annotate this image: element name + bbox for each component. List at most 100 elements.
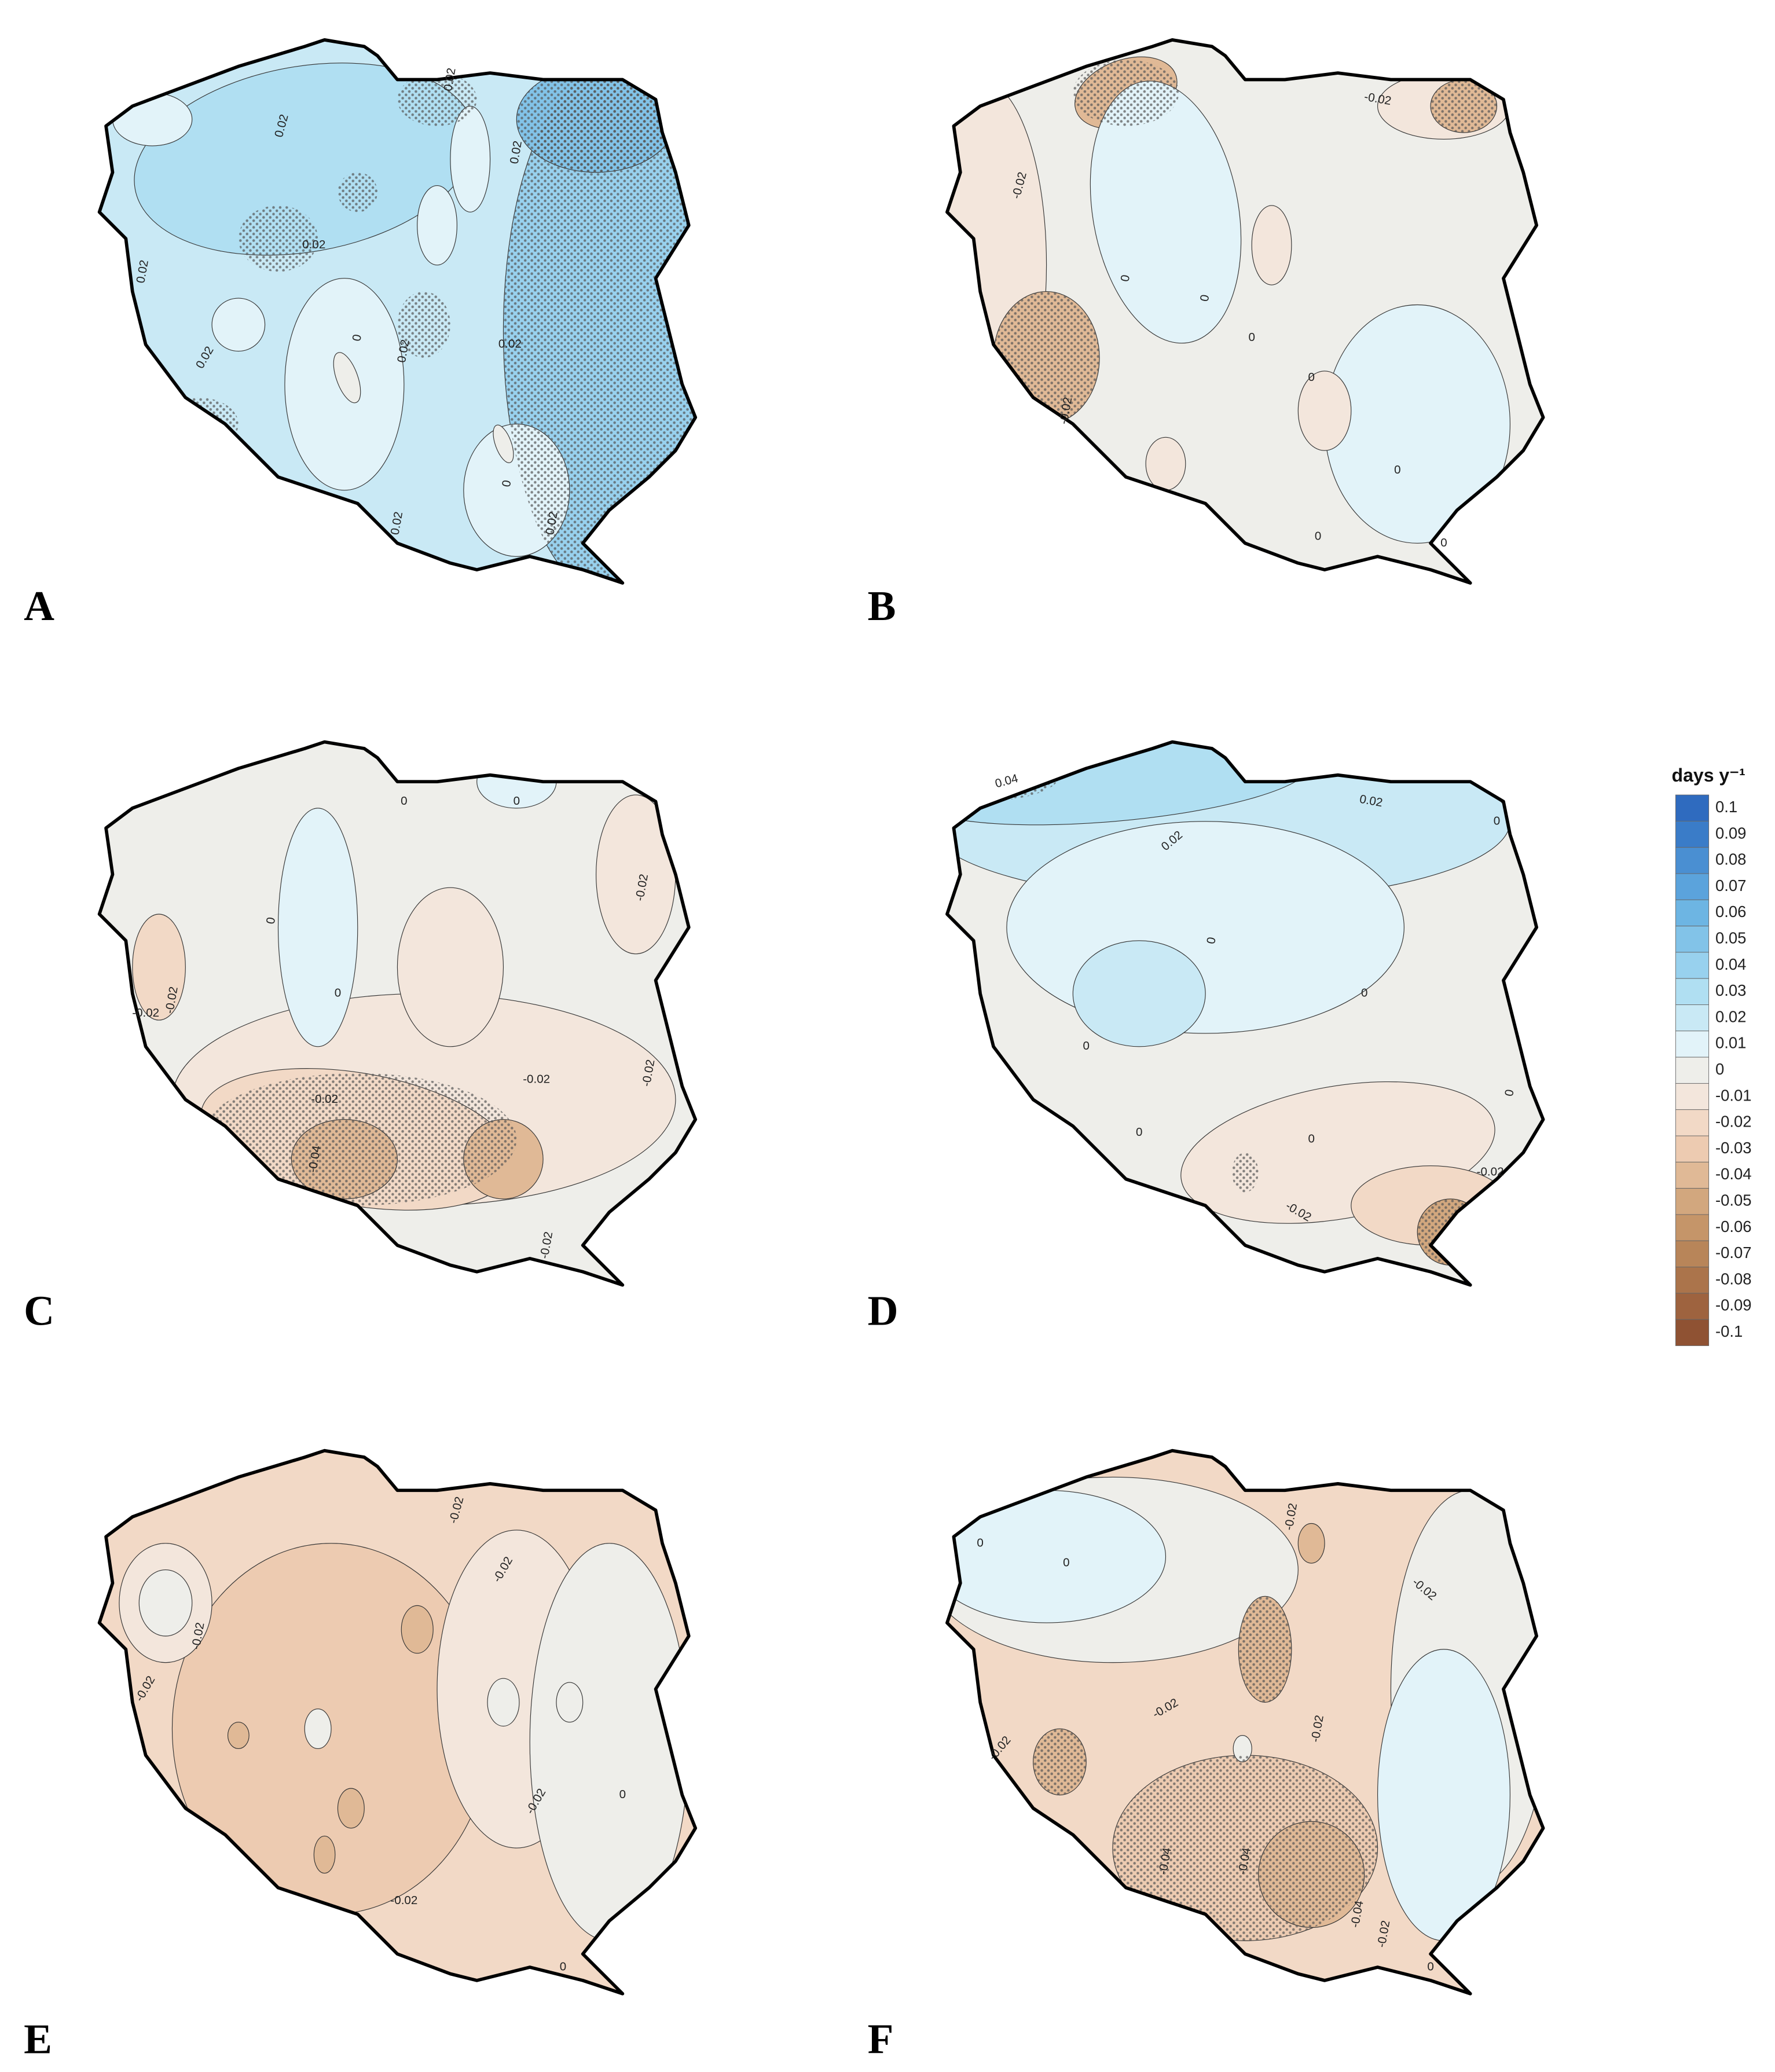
contour-label: 0 (500, 479, 514, 488)
legend-tick-label: -0.02 (1715, 1113, 1752, 1131)
contour-label: 0 (977, 1536, 983, 1549)
legend-swatch (1675, 1319, 1710, 1346)
legend-tick-label: 0.09 (1715, 824, 1746, 842)
contour-region (397, 887, 504, 1047)
legend-tick-label: -0.03 (1715, 1139, 1752, 1157)
contour-region (112, 92, 193, 146)
significance-stipple (1417, 1198, 1484, 1266)
contour-region (333, 352, 361, 404)
map-fill (99, 742, 696, 1285)
legend-tick-label: 0.02 (1715, 1007, 1746, 1025)
contour-label: 0 (401, 794, 407, 808)
contour-region (304, 1708, 332, 1750)
legend-tick-label: -0.07 (1715, 1244, 1752, 1261)
contour-label: 0 (1063, 1556, 1069, 1569)
map-fill (947, 742, 1543, 1285)
legend-tick-label: 0.07 (1715, 877, 1746, 894)
contour-label: 0 (514, 794, 520, 808)
legend-tick-label: -0.05 (1715, 1191, 1752, 1209)
legend-swatch (1675, 794, 1710, 822)
contour-region (1297, 1523, 1325, 1564)
contour-label: 0 (335, 987, 341, 1000)
legend-swatch (1675, 1057, 1710, 1084)
panel-label: B (868, 582, 896, 629)
contour-label: 0 (264, 916, 278, 925)
legend-tick-label: -0.01 (1715, 1086, 1752, 1104)
legend-swatch (1675, 1293, 1710, 1320)
legend-tick-label: 0.03 (1715, 981, 1746, 999)
legend-swatch (1675, 820, 1710, 848)
contour-region (596, 794, 676, 955)
contour-region (947, 1490, 1167, 1623)
significance-stipple (397, 291, 450, 358)
contour-region (227, 1722, 250, 1750)
legend-swatch (1675, 1031, 1710, 1058)
contour-label: 0 (1440, 536, 1447, 549)
legend-swatch (1675, 873, 1710, 900)
legend-swatch (1675, 1109, 1710, 1136)
map-panel: -0.02-0.02-0.02-0.02-0.02 0-0.020 (100, 1451, 696, 1994)
contour-label: -0.02 (390, 1894, 417, 1907)
legend-tick-label: 0.08 (1715, 850, 1746, 868)
legend-swatch (1675, 1161, 1710, 1189)
contour-region (1297, 371, 1352, 451)
legend-tick-label: -0.08 (1715, 1270, 1752, 1288)
legend-swatch (1675, 978, 1710, 1005)
map-fill (99, 1450, 696, 1994)
contour-region (529, 1543, 690, 1941)
contour-label: 0 (350, 333, 364, 342)
contour-region (138, 1569, 193, 1637)
significance-stipple (238, 205, 318, 272)
legend-tick-label: 0.1 (1715, 798, 1737, 816)
significance-stipple (1073, 60, 1179, 126)
contour-label: -0.02 (523, 1072, 550, 1085)
legend-swatch (1675, 952, 1710, 979)
legend-tick-label: -0.06 (1715, 1217, 1752, 1235)
contour-region (493, 424, 514, 463)
contour-label: 0 (1118, 274, 1132, 283)
contour-label: 0 (1502, 1088, 1517, 1097)
legend-swatch (1675, 1240, 1710, 1267)
map-panel: 00-0.02-0.02-0.02-0.02-0.02-0.04 -0.04-0.… (927, 1451, 1550, 1994)
contour-region (401, 1605, 434, 1654)
contour-region (1251, 205, 1292, 285)
map-fill (99, 39, 696, 583)
legend-swatch (1675, 1188, 1710, 1215)
contour-region (1072, 940, 1206, 1047)
legend-tick-label: 0.04 (1715, 955, 1746, 973)
contour-label: 0 (1394, 463, 1400, 476)
contour-region (211, 298, 266, 352)
significance-stipple (397, 73, 477, 126)
contour-label: 0 (1361, 987, 1367, 1000)
contour-region (337, 1788, 365, 1829)
contour-label: 0 (1136, 1125, 1142, 1139)
contour-label: -0.02 (311, 1092, 338, 1106)
legend-title: days y⁻¹ (1672, 765, 1745, 786)
significance-stipple (338, 172, 378, 212)
legend-swatch (1675, 1135, 1710, 1162)
legend-tick-label: 0.06 (1715, 903, 1746, 921)
contour-label: 0.04 (993, 772, 1019, 791)
significance-stipple (199, 1073, 517, 1206)
contour-label: 0 (560, 1960, 566, 1973)
legend-swatch (1675, 899, 1710, 927)
map-panel: 000 0-0.02-0.02-0.02-0.02-0.02 -0.02-0.04-… (100, 742, 696, 1285)
legend-swatch (1675, 1267, 1710, 1294)
panel-label: C (24, 1287, 54, 1334)
legend-tick-label: -0.1 (1715, 1322, 1743, 1340)
contour-region (1006, 821, 1404, 1034)
panel-label: A (24, 582, 54, 629)
contour-region (487, 1678, 520, 1727)
contour-label: 0 (1494, 814, 1500, 827)
contour-label: -0.02 (132, 1006, 159, 1020)
legend-swatch (1675, 1004, 1710, 1032)
contour-region (132, 914, 186, 1021)
significance-stipple (947, 748, 1060, 802)
contour-region (556, 1682, 584, 1723)
panel-label: D (868, 1287, 898, 1334)
panel-label: E (24, 2016, 52, 2063)
